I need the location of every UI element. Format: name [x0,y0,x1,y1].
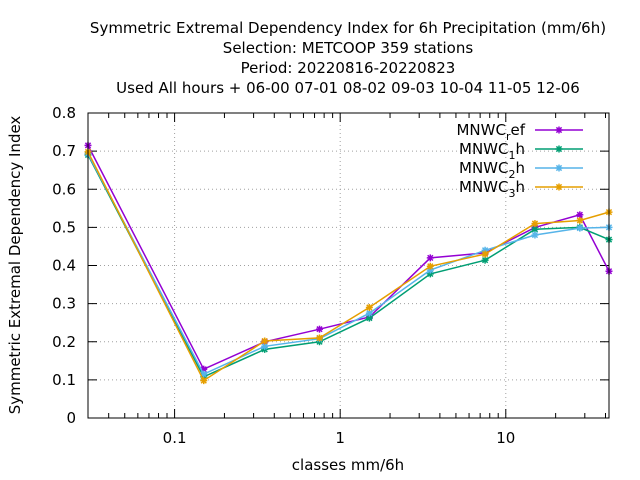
series-mnwc-2h [84,150,613,378]
y-tick-label: 0.2 [52,333,76,351]
chart-title-line: Selection: METCOOP 359 stations [223,39,474,57]
x-tick-label: 10 [496,429,515,447]
data-point [426,254,434,262]
data-point [365,314,373,322]
chart-title-line: Period: 20220816-20220823 [241,59,456,77]
grid [88,113,609,418]
data-point [531,231,539,239]
chart-title-line: Symmetric Extremal Dependency Index for … [90,19,606,37]
y-tick-label: 0.4 [52,257,76,275]
x-tick-label: 1 [335,429,345,447]
data-point [261,342,269,350]
y-tick-label: 0.1 [52,371,76,389]
data-point [555,126,563,134]
x-axis-label: classes mm/6h [292,456,404,474]
legend-label: MNWCref [456,121,525,143]
series-mnwc-ref [84,141,613,373]
y-tick-label: 0.7 [52,142,76,160]
data-point [261,337,269,345]
chart-title-line: Used All hours + 06-00 07-01 08-02 09-03… [116,79,580,97]
data-point [315,325,323,333]
series-mnwc-3h [84,148,613,385]
data-point [555,183,563,191]
x-tick-label: 0.1 [163,429,187,447]
series-line [87,145,610,371]
legend-item: MNWCref [456,121,583,143]
legend-item: MNWC2h [459,159,583,181]
series-group [84,141,613,385]
y-tick-label: 0.5 [52,218,76,236]
y-axis-label: Symmetric Extremal Dependency Index [6,116,24,415]
y-tick-label: 0.6 [52,180,76,198]
legend-label: MNWC3h [459,178,525,200]
data-point [576,224,584,232]
y-tick-label: 0 [66,409,76,427]
data-point [481,250,489,258]
legend-label: MNWC2h [459,159,525,181]
y-tick-label: 0.3 [52,295,76,313]
data-point [315,334,323,342]
legend-item: MNWC1h [459,140,583,162]
data-point [576,217,584,225]
data-point [200,377,208,385]
chart-title: Symmetric Extremal Dependency Index for … [90,19,606,97]
data-point [426,262,434,270]
legend-item: MNWC3h [459,178,583,200]
series-line [87,153,610,376]
plot-frame [87,112,610,419]
series-line [87,151,610,382]
data-point [481,256,489,264]
y-tick-label: 0.8 [52,104,76,122]
data-point [531,220,539,228]
data-point [555,145,563,153]
axis-ticks: 0 0.1 0.2 0.3 0.4 0.5 0.6 0.7 0.8 0.1 1 10 [52,104,609,447]
data-point [555,164,563,172]
legend-label: MNWC1h [459,140,525,162]
series-line [87,154,610,378]
data-point [365,303,373,311]
